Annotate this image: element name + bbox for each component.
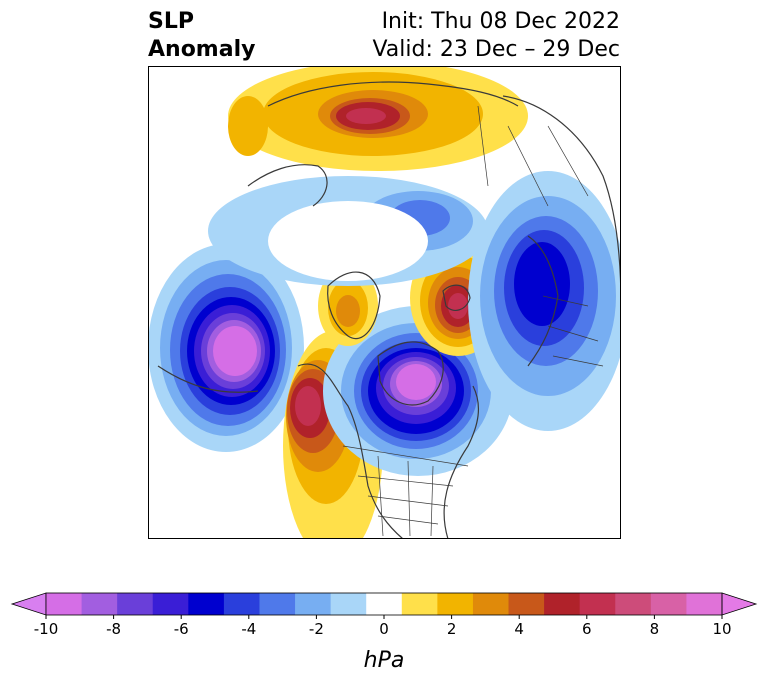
anomaly-low-western-europe — [468, 171, 621, 431]
colorbar-segment — [615, 593, 652, 615]
colorbar-segment — [579, 593, 616, 615]
colorbar-tick-label: -6 — [174, 620, 189, 638]
colorbar-segment — [472, 593, 510, 615]
colorbar-unit-label: hPa — [364, 648, 405, 673]
colorbar-segment — [81, 593, 118, 615]
aleutian-chain — [157, 365, 259, 393]
colorbar-tick-label: 2 — [447, 620, 457, 638]
colorbar-segment — [686, 593, 723, 615]
colorbar-tick-label: 10 — [712, 620, 731, 638]
colorbar-segment — [544, 593, 581, 615]
title-product: Anomaly — [148, 37, 256, 62]
colorbar-ticks: -10 -8 -6 -4 -2 0 2 4 6 8 10 — [34, 615, 732, 638]
map-frame — [148, 66, 621, 539]
colorbar-tick-label: -2 — [309, 620, 324, 638]
hudson-bay-coast — [377, 341, 444, 406]
colorbar-tick-label: -4 — [241, 620, 256, 638]
valid-range-label: Valid: 23 Dec – 29 Dec — [372, 37, 620, 62]
us-canada-border — [342, 445, 469, 467]
colorbar-tick-label: 6 — [582, 620, 592, 638]
coastlines — [157, 81, 621, 539]
europe-coast — [527, 235, 559, 367]
iceland-coast — [442, 284, 471, 312]
colorbar-tick-label: -10 — [34, 620, 59, 638]
chart-subtitle: Init: Thu 08 Dec 2022 Valid: 23 Dec – 29… — [372, 8, 620, 64]
colorbar-tick-label: 8 — [650, 620, 660, 638]
colorbar-segment — [650, 593, 687, 615]
north-america-east-coast — [443, 385, 479, 539]
siberia-coast — [502, 95, 621, 307]
political-borders — [342, 105, 604, 537]
colorbar-tick-label: 4 — [514, 620, 524, 638]
anomaly-low-arctic — [208, 176, 488, 286]
colorbar-tick-label: 0 — [379, 620, 389, 638]
colorbar-segment — [330, 593, 367, 615]
colorbar-segment — [188, 593, 225, 615]
colorbar: -10 -8 -6 -4 -2 0 2 4 6 8 10 hPa — [10, 592, 758, 673]
colorbar-segments — [10, 592, 758, 616]
asia-north-coast — [267, 81, 519, 107]
colorbar-segment — [117, 593, 154, 615]
anomaly-low-north-pacific — [148, 244, 304, 452]
init-date-label: Init: Thu 08 Dec 2022 — [381, 9, 620, 34]
title-variable: SLP — [148, 9, 194, 34]
colorbar-over-arrow — [721, 592, 758, 616]
arctic-island-coast — [247, 164, 328, 207]
colorbar-segment — [508, 593, 545, 615]
asia-borders — [477, 105, 589, 207]
colorbar-segment — [259, 593, 296, 615]
greenland-coast — [327, 271, 381, 340]
anomaly-high-greenland — [318, 266, 378, 346]
anomaly-contours — [148, 66, 621, 539]
colorbar-under-arrow — [10, 592, 47, 616]
us-state-borders — [357, 475, 454, 525]
colorbar-segment — [437, 593, 474, 615]
colorbar-segment — [152, 593, 189, 615]
colorbar-segment — [366, 593, 403, 615]
colorbar-segment — [223, 593, 260, 615]
colorbar-tick-label: -8 — [106, 620, 121, 638]
colorbar-segment — [401, 593, 438, 615]
us-state-borders-vertical — [377, 455, 434, 537]
colorbar-segment — [295, 593, 332, 615]
chart-title: SLP Anomaly — [148, 8, 255, 64]
slp-anomaly-map — [148, 66, 621, 539]
colorbar-segment — [46, 593, 83, 615]
europe-borders — [542, 295, 604, 367]
